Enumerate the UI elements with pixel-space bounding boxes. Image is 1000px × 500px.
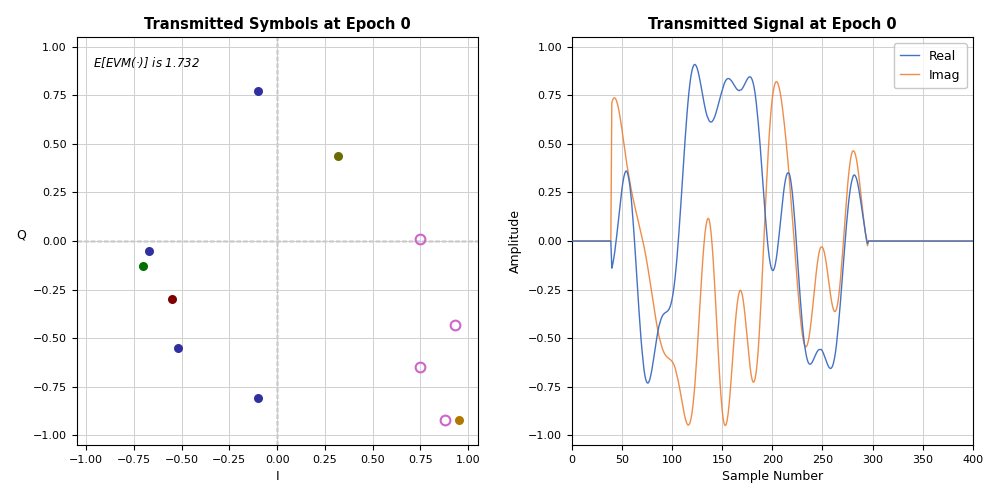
Imag	[566, 238, 578, 244]
Real	[642, 380, 654, 386]
X-axis label: Sample Number: Sample Number	[722, 470, 823, 484]
Real	[787, 200, 799, 206]
Y-axis label: Q: Q	[17, 228, 27, 241]
Real	[566, 238, 578, 244]
X-axis label: I: I	[275, 470, 279, 484]
Imag	[719, 422, 731, 428]
Imag	[710, 308, 722, 314]
Real	[769, 262, 781, 268]
Real	[967, 238, 979, 244]
Imag	[768, 83, 780, 89]
Imag	[787, 226, 799, 232]
Line: Imag: Imag	[572, 82, 973, 426]
Real	[861, 240, 873, 246]
Title: Transmitted Symbols at Epoch 0: Transmitted Symbols at Epoch 0	[144, 16, 410, 32]
Title: Transmitted Signal at Epoch 0: Transmitted Signal at Epoch 0	[648, 16, 897, 32]
Imag	[770, 78, 782, 84]
Real	[712, 102, 724, 108]
Imag	[967, 238, 979, 244]
Y-axis label: Amplitude: Amplitude	[509, 209, 522, 273]
Imag	[618, 140, 630, 146]
Text: $\mathit{E}$[EVM(·)] is 1.732: $\mathit{E}$[EVM(·)] is 1.732	[93, 56, 199, 70]
Imag	[861, 242, 873, 248]
Real	[823, 365, 835, 371]
Real	[618, 174, 630, 180]
Imag	[823, 284, 835, 290]
Real	[689, 62, 701, 68]
Line: Real: Real	[572, 64, 973, 383]
Legend: Real, Imag: Real, Imag	[894, 44, 967, 88]
